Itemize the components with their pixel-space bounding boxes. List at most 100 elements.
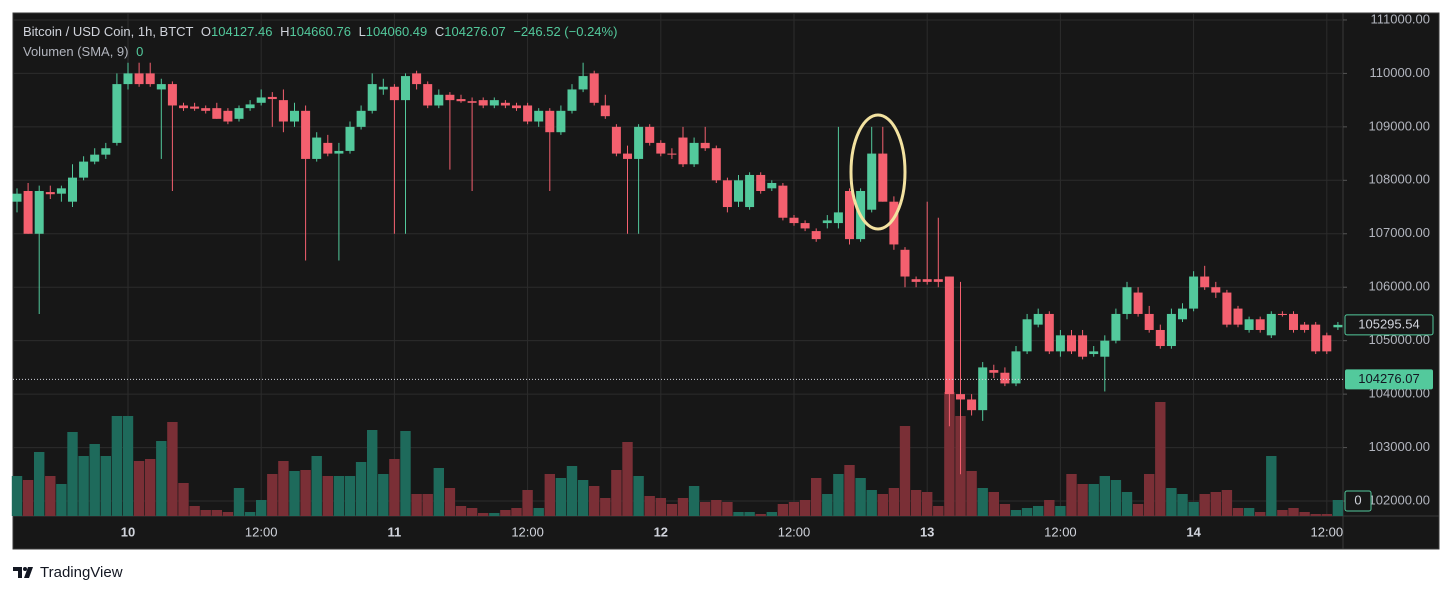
volume-bar bbox=[256, 500, 267, 516]
volume-bar bbox=[222, 512, 234, 516]
candle-body bbox=[845, 191, 854, 240]
volume-bar bbox=[322, 476, 333, 516]
volume-bar bbox=[433, 468, 444, 516]
volume-value: 0 bbox=[136, 44, 143, 59]
candle-body bbox=[1211, 287, 1221, 293]
candle-body bbox=[278, 100, 288, 122]
candle-body bbox=[678, 137, 688, 165]
volume-bar bbox=[289, 471, 300, 516]
volume-bar bbox=[489, 513, 500, 516]
candle-body bbox=[478, 100, 488, 106]
volume-bar bbox=[1166, 488, 1177, 516]
candle-body bbox=[1300, 324, 1310, 330]
candle-body bbox=[367, 84, 377, 111]
volume-bar bbox=[278, 461, 289, 516]
volume-bar bbox=[1277, 510, 1288, 516]
volume-bar bbox=[711, 500, 722, 516]
volume-bar bbox=[156, 441, 167, 516]
candle-body bbox=[1122, 287, 1132, 314]
x-tick-label: 12:00 bbox=[245, 524, 278, 539]
volume-bar bbox=[1299, 512, 1310, 516]
candle-body bbox=[412, 73, 422, 85]
candle-body bbox=[978, 367, 988, 411]
candle-body bbox=[256, 97, 266, 103]
volume-bar bbox=[1088, 484, 1099, 516]
candle-body bbox=[500, 102, 510, 106]
candle-body bbox=[922, 279, 932, 282]
y-tick-label: 109000.00 bbox=[1369, 118, 1430, 133]
candle-body bbox=[1044, 313, 1054, 352]
candle-body bbox=[767, 182, 777, 189]
x-tick-label: 12:00 bbox=[778, 524, 811, 539]
volume-bar bbox=[389, 459, 400, 516]
volume-bar bbox=[600, 498, 611, 516]
volume-bar bbox=[855, 478, 866, 516]
candle-body bbox=[212, 108, 222, 119]
volume-bar bbox=[988, 492, 999, 516]
volume-bar bbox=[200, 510, 211, 516]
candle-body bbox=[700, 142, 710, 149]
candle-body bbox=[1078, 335, 1088, 357]
volume-bar bbox=[755, 514, 766, 516]
candle-body bbox=[534, 110, 544, 122]
volume-bar bbox=[1288, 508, 1299, 516]
volume-bar bbox=[666, 504, 678, 516]
candle-body bbox=[34, 191, 44, 234]
volume-bar bbox=[544, 474, 555, 516]
current-price-badge bbox=[1345, 369, 1433, 390]
candle-body bbox=[145, 73, 155, 85]
candle-body bbox=[134, 73, 144, 85]
volume-badge bbox=[1344, 490, 1372, 512]
volume-bar bbox=[1077, 484, 1088, 516]
volume-bar bbox=[677, 498, 689, 516]
candle-body bbox=[1178, 308, 1187, 320]
volume-bar bbox=[1044, 500, 1055, 516]
candle-body bbox=[101, 148, 111, 155]
candle-body bbox=[290, 110, 299, 122]
candle-body bbox=[1266, 313, 1276, 336]
volume-bar bbox=[799, 500, 811, 516]
ohlc-key: L bbox=[359, 24, 366, 39]
candle-body bbox=[1233, 308, 1243, 325]
volume-bar bbox=[1199, 494, 1210, 516]
candle-body bbox=[600, 105, 610, 117]
candle-body bbox=[512, 105, 521, 109]
ohlc-value: 104660.76 bbox=[289, 24, 350, 39]
volume-bar bbox=[1066, 474, 1077, 516]
candle-body bbox=[645, 126, 655, 143]
volume-bar bbox=[888, 488, 900, 516]
volume-bar bbox=[34, 452, 45, 516]
brand-name: TradingView bbox=[40, 564, 123, 581]
volume-bar bbox=[611, 470, 622, 516]
last-close-label: 105295.54 bbox=[1358, 316, 1419, 331]
candle-body bbox=[179, 105, 188, 109]
candle-body bbox=[334, 150, 344, 154]
candle-body bbox=[745, 174, 755, 208]
candle-body bbox=[301, 110, 311, 159]
volume-bar bbox=[1188, 502, 1199, 516]
volume-bar bbox=[522, 490, 533, 516]
candle-layer bbox=[12, 62, 1343, 475]
volume-bar bbox=[211, 510, 222, 516]
volume-bar bbox=[1055, 506, 1066, 516]
volume-bar bbox=[122, 416, 134, 516]
candle-body bbox=[944, 276, 954, 395]
candle-body bbox=[556, 110, 566, 133]
volume-bar bbox=[244, 512, 256, 516]
candle-body bbox=[1166, 313, 1176, 347]
volume-bar bbox=[133, 461, 145, 516]
volume-bar bbox=[178, 483, 189, 516]
last-close-badge bbox=[1344, 314, 1434, 336]
volume-bar bbox=[466, 508, 478, 516]
x-tick-label: 12:00 bbox=[1044, 524, 1077, 539]
volume-bar bbox=[655, 498, 666, 516]
y-tick-label: 102000.00 bbox=[1369, 492, 1430, 507]
candle-body bbox=[911, 279, 921, 282]
candle-body bbox=[734, 180, 743, 202]
candle-body bbox=[589, 73, 599, 103]
volume-bar bbox=[355, 462, 367, 516]
y-tick-label: 111000.00 bbox=[1370, 11, 1430, 26]
volume-bar bbox=[56, 484, 67, 516]
volume-bar bbox=[811, 478, 822, 516]
candle-body bbox=[434, 94, 444, 106]
